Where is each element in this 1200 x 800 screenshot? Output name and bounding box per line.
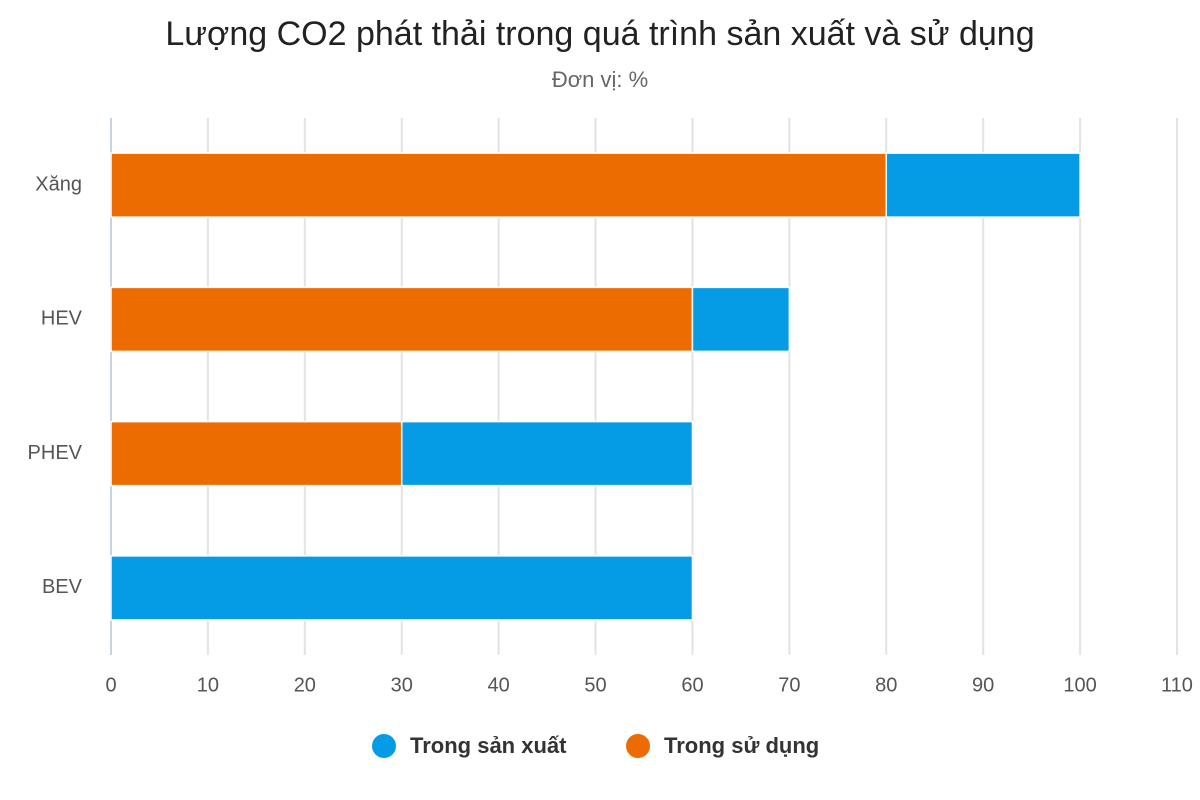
x-tick-label: 40 <box>488 674 510 696</box>
x-tick-label: 20 <box>294 674 316 696</box>
y-tick-label: HEV <box>41 308 83 330</box>
chart-title: Lượng CO2 phát thải trong quá trình sản … <box>165 15 1034 53</box>
bar-segment <box>691 286 791 353</box>
x-tick-label: 0 <box>105 674 116 696</box>
bar-segment <box>110 555 694 621</box>
legend-label: Trong sản xuất <box>410 733 567 758</box>
bar-segment <box>110 152 888 218</box>
x-tick-label: 100 <box>1063 674 1096 696</box>
legend-label: Trong sử dụng <box>664 733 819 758</box>
chart-subtitle: Đơn vị: % <box>552 67 648 92</box>
bar-segment <box>400 420 694 487</box>
x-tick-label: 70 <box>778 674 800 696</box>
x-tick-label: 80 <box>875 674 897 696</box>
y-tick-label: PHEV <box>28 442 83 464</box>
bar-segment <box>110 286 694 353</box>
y-tick-label: Xăng <box>35 173 82 195</box>
x-tick-label: 50 <box>584 674 606 696</box>
bar-segment <box>885 152 1081 218</box>
bar-segment <box>110 420 403 487</box>
legend-marker <box>626 734 650 758</box>
legend-marker <box>372 734 396 758</box>
x-tick-label: 30 <box>391 674 413 696</box>
y-tick-label: BEV <box>42 576 83 598</box>
x-tick-label: 60 <box>681 674 703 696</box>
x-tick-label: 90 <box>972 674 994 696</box>
x-tick-label: 110 <box>1161 674 1193 696</box>
x-tick-label: 10 <box>197 674 219 696</box>
